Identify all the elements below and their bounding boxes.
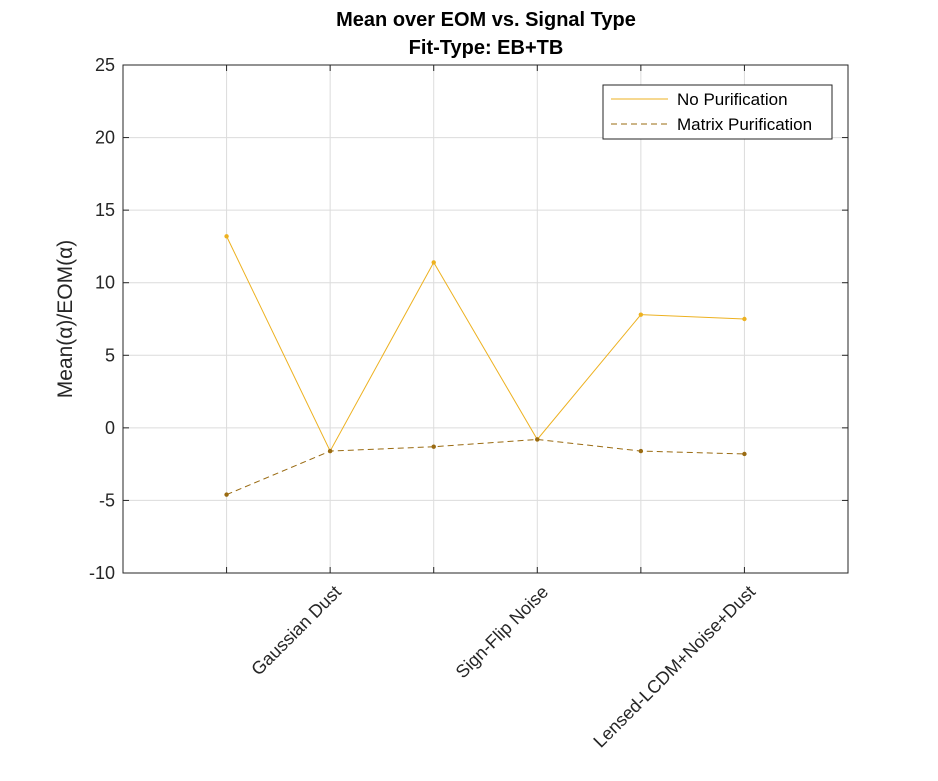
x-tick-label: Sign-Flip Noise [452,582,552,682]
y-tick-label: 25 [95,55,115,75]
series-point-1 [431,444,436,449]
legend-label-matrix-purification: Matrix Purification [677,115,812,134]
series-line-0 [226,236,745,453]
chart-subtitle: Fit-Type: EB+TB [409,37,564,59]
y-tick-label: 20 [95,128,115,148]
y-tick-label: -10 [89,563,115,583]
series-point-1 [535,437,540,442]
plot-area-frame [122,64,849,574]
chart-title: Mean over EOM vs. Signal Type [336,9,636,31]
y-axis-label: Mean(α)/EOM(α) [54,240,77,398]
series-point-0 [431,260,436,265]
series-point-1 [742,451,747,457]
axis-ticks: -10 -5 0 5 10 15 20 25 Gaussian Dust Sign-Flip No… [89,55,848,751]
y-tick-label: 10 [95,273,115,293]
series-line-1 [226,438,745,496]
legend: No Purification Matrix Purification [602,84,833,140]
legend-label-no-purification: No Purification [677,90,788,109]
series-point-0 [224,234,229,239]
y-tick-label: 15 [95,200,115,220]
series-group [224,234,747,497]
y-tick-label: 5 [105,345,115,365]
series-point-0 [742,316,747,322]
series-point-1 [224,492,229,497]
x-tick-label: Lensed-LCDM+Noise+Dust [589,582,759,752]
y-tick-label: -5 [99,490,115,510]
y-tick-label: 0 [105,418,115,438]
series-point-0 [638,312,644,317]
x-tick-label: Gaussian Dust [247,582,345,680]
series-point-1 [327,448,333,454]
legend-box [602,84,833,140]
series-point-1 [638,448,644,454]
